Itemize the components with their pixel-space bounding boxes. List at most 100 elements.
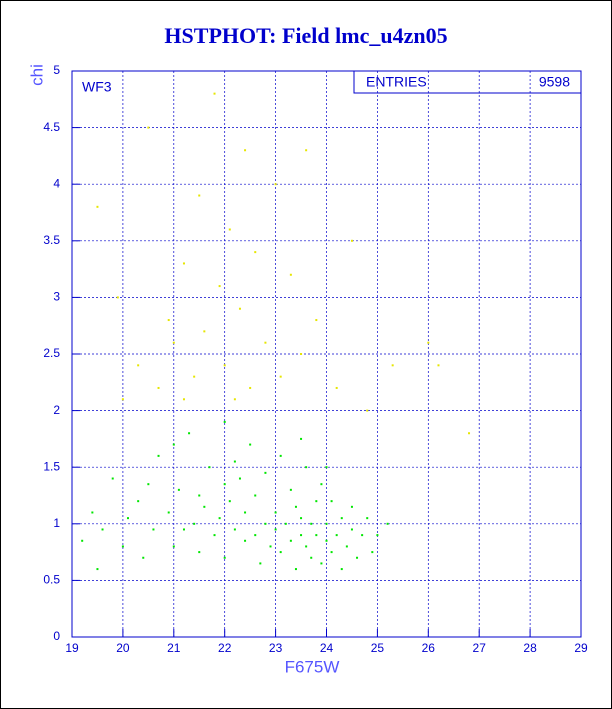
x-tick-label: 21 (167, 641, 181, 655)
point (289, 539, 292, 542)
point (300, 437, 303, 440)
y-tick-label: 4.5 (43, 120, 60, 134)
x-tick-label: 25 (371, 641, 385, 655)
point (137, 364, 140, 367)
y-tick-label: 1 (53, 516, 60, 530)
point (157, 386, 160, 389)
y-tick-label: 4 (53, 176, 60, 190)
point (279, 551, 282, 554)
point (193, 375, 196, 378)
point (147, 126, 150, 129)
point (356, 556, 359, 559)
point (335, 534, 338, 537)
point (264, 341, 267, 344)
point (157, 454, 160, 457)
point (244, 511, 247, 514)
point (294, 505, 297, 508)
y-tick-label: 2 (53, 403, 60, 417)
point (274, 528, 277, 531)
point (366, 409, 369, 412)
y-tick-label: 3.5 (43, 233, 60, 247)
point (350, 505, 353, 508)
point (264, 471, 267, 474)
y-tick-label: 0.5 (43, 573, 60, 587)
point (254, 534, 257, 537)
y-tick-label: 5 (53, 63, 60, 77)
point (182, 262, 185, 265)
point (198, 551, 201, 554)
point (361, 534, 364, 537)
point (269, 545, 272, 548)
point (203, 505, 206, 508)
point (198, 194, 201, 197)
stats-value: 9598 (539, 74, 570, 90)
stats-label: ENTRIES (366, 74, 427, 90)
point (121, 545, 124, 548)
x-tick-label: 23 (269, 641, 283, 655)
y-tick-label: 3 (53, 290, 60, 304)
point (137, 500, 140, 503)
point (96, 205, 99, 208)
x-tick-label: 22 (218, 641, 232, 655)
x-tick-label: 29 (574, 641, 588, 655)
point (177, 488, 180, 491)
x-tick-label: 24 (320, 641, 334, 655)
point (218, 517, 221, 520)
point (254, 251, 257, 254)
point (259, 562, 262, 565)
point (91, 511, 94, 514)
point (147, 483, 150, 486)
point (310, 556, 313, 559)
point (350, 528, 353, 531)
point (101, 528, 104, 531)
point (244, 539, 247, 542)
point (126, 517, 129, 520)
point (233, 460, 236, 463)
point (238, 477, 241, 480)
point (468, 432, 471, 435)
point (142, 556, 145, 559)
point (167, 319, 170, 322)
point (340, 517, 343, 520)
point (228, 228, 231, 231)
point (203, 330, 206, 333)
point (182, 528, 185, 531)
point (223, 483, 226, 486)
point (218, 285, 221, 288)
point (294, 568, 297, 571)
y-tick-label: 2.5 (43, 346, 60, 360)
point (289, 273, 292, 276)
point (188, 432, 191, 435)
point (208, 466, 211, 469)
point (198, 494, 201, 497)
point (340, 568, 343, 571)
point (279, 454, 282, 457)
point (172, 443, 175, 446)
y-tick-label: 0 (53, 629, 60, 643)
point (330, 500, 333, 503)
point (427, 341, 430, 344)
point (238, 307, 241, 310)
plot-frame (71, 70, 582, 638)
point (320, 483, 323, 486)
point (233, 398, 236, 401)
point (320, 562, 323, 565)
point (172, 341, 175, 344)
point (249, 443, 252, 446)
point (310, 522, 313, 525)
point (121, 398, 124, 401)
point (386, 522, 389, 525)
point (182, 398, 185, 401)
point (300, 353, 303, 355)
point (213, 92, 216, 95)
point (345, 545, 348, 548)
point (96, 568, 99, 571)
point (305, 545, 308, 548)
point (213, 534, 216, 537)
annotation: WF3 (82, 79, 112, 95)
point (437, 364, 440, 367)
point (325, 522, 328, 525)
point (244, 149, 247, 152)
x-tick-label: 28 (523, 641, 537, 655)
